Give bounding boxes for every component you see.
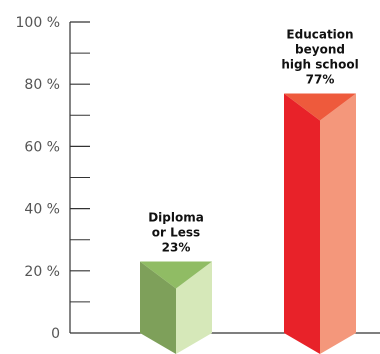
bars bbox=[140, 93, 356, 354]
data-label: 77% bbox=[306, 73, 335, 87]
data-label: Diploma bbox=[148, 210, 204, 224]
bar-face-left bbox=[140, 261, 176, 354]
data-label: beyond bbox=[295, 43, 345, 57]
bar-face-top bbox=[140, 261, 212, 289]
y-tick-label: 60 % bbox=[24, 139, 60, 155]
y-tick-label: 100 % bbox=[16, 15, 60, 31]
bar bbox=[284, 93, 356, 354]
data-label: or Less bbox=[152, 225, 200, 239]
bar-face-top bbox=[284, 93, 356, 121]
y-tick-label: 40 % bbox=[24, 202, 60, 218]
y-tick-label: 0 bbox=[51, 326, 60, 342]
bar-face-right bbox=[176, 261, 212, 354]
bar bbox=[140, 261, 212, 354]
data-label: high school bbox=[281, 58, 358, 72]
bar-face-right bbox=[320, 93, 356, 354]
y-axis-ticks: 0 20 % 40 % 60 % 80 % 100 % bbox=[16, 15, 90, 342]
y-tick-label: 20 % bbox=[24, 264, 60, 280]
bar-face-left bbox=[284, 93, 320, 354]
y-tick-label: 80 % bbox=[24, 77, 60, 93]
data-label: Education bbox=[286, 28, 353, 42]
data-label: 23% bbox=[162, 240, 191, 254]
